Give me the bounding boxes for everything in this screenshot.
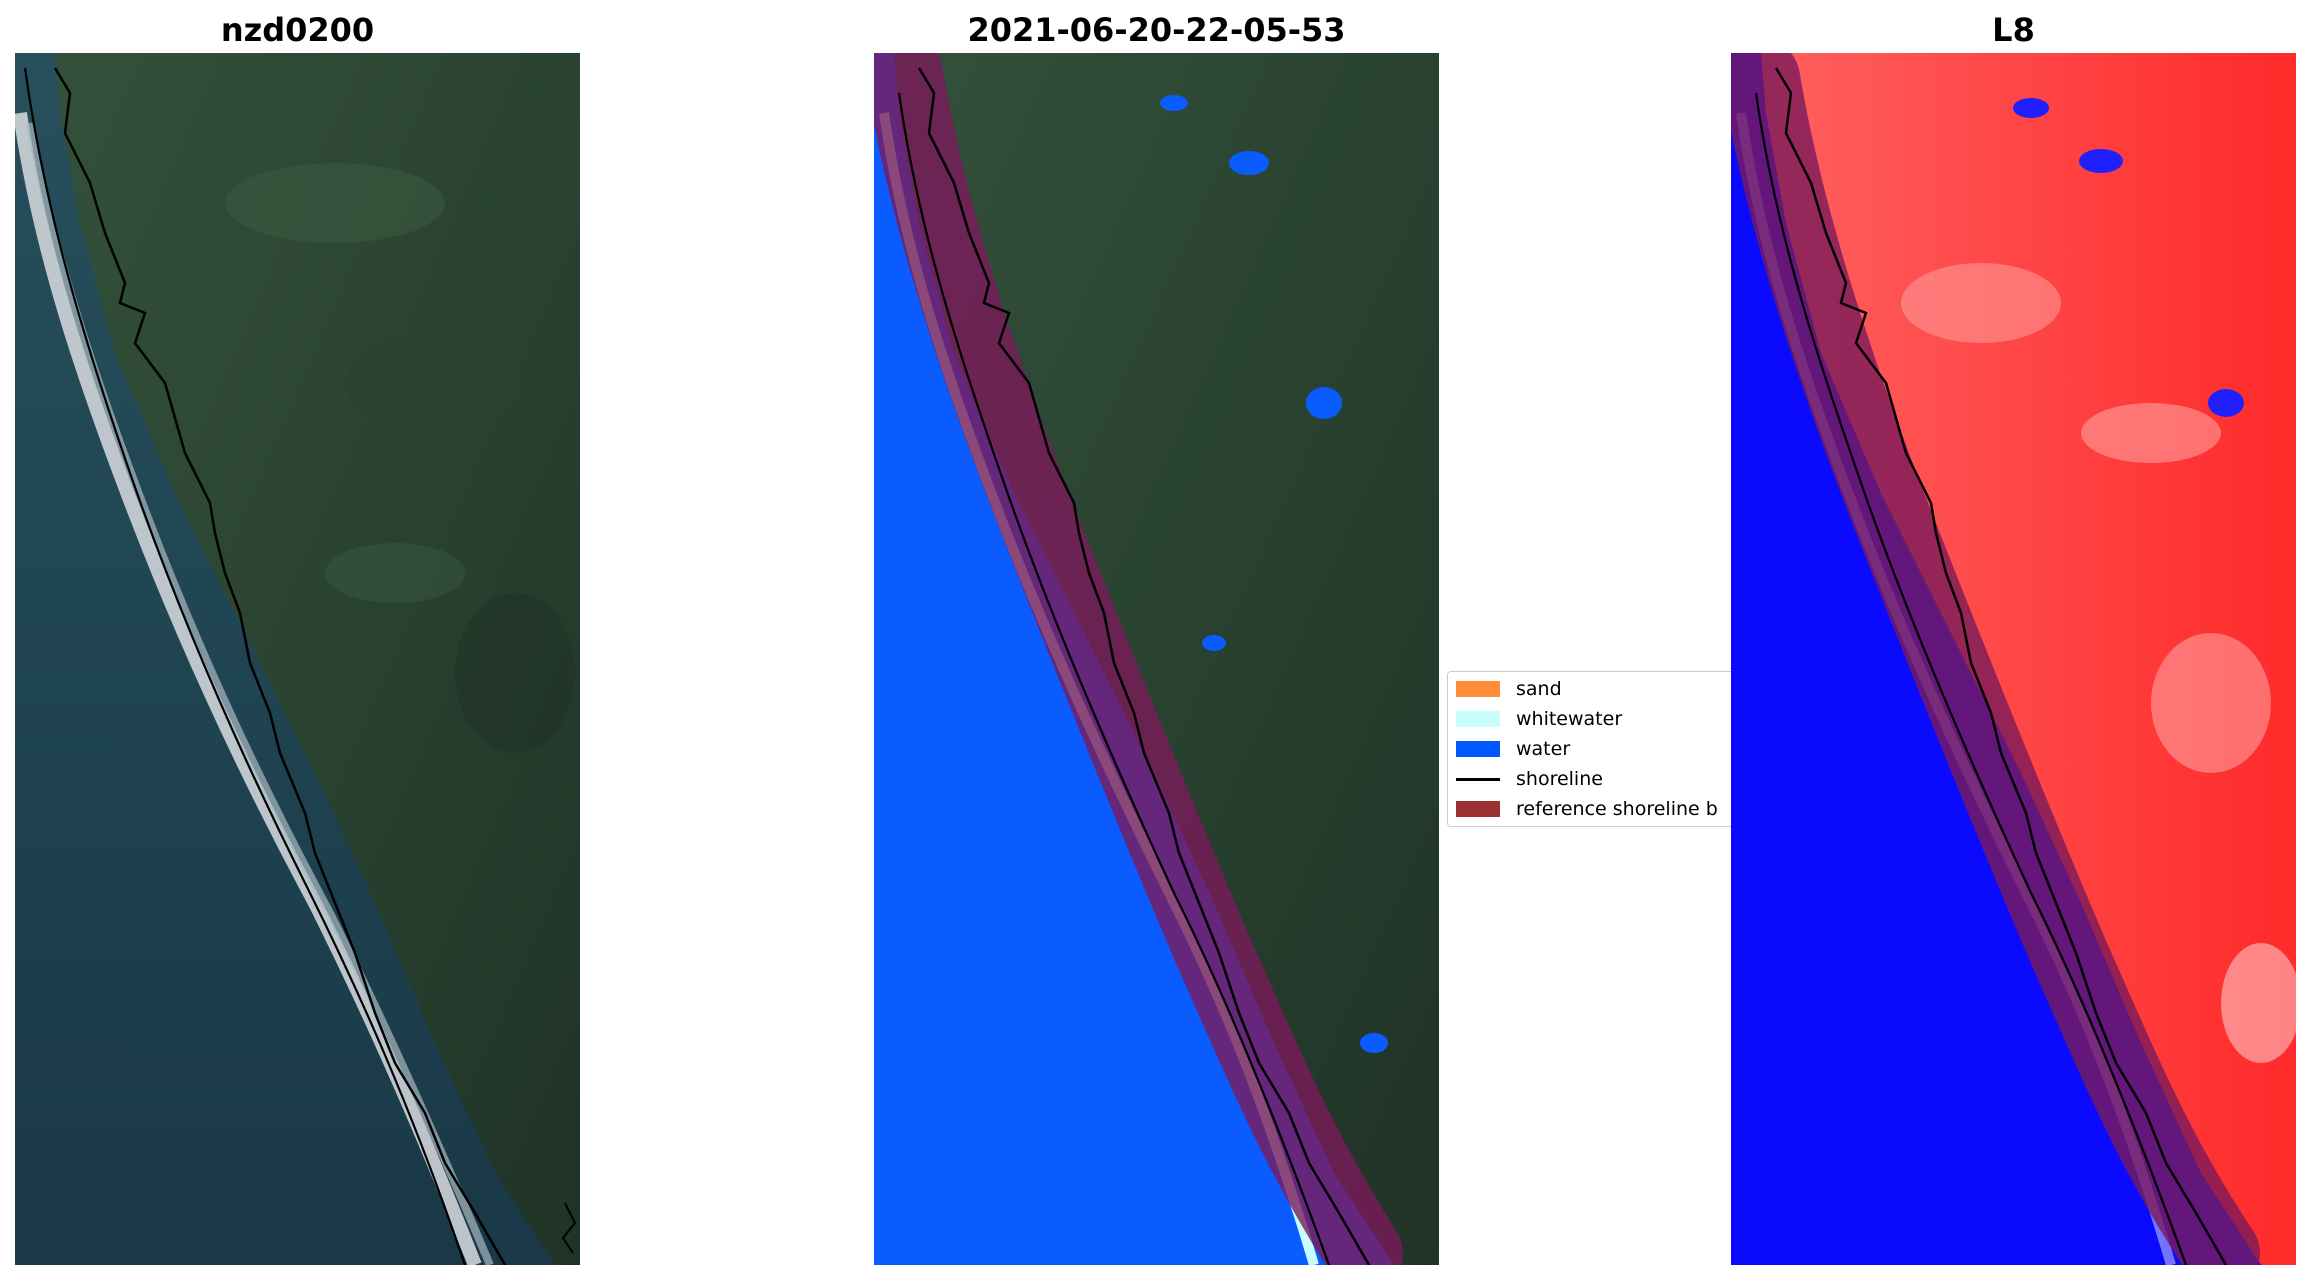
panel-title-2: 2021-06-20-22-05-53 [967, 11, 1346, 49]
classified-image-panel [874, 53, 1439, 1265]
legend: sand whitewater water shoreline referenc… [1447, 671, 1757, 827]
rgb-image-panel [15, 53, 580, 1265]
legend-item-shoreline: shoreline [1456, 765, 1603, 793]
legend-item-sand: sand [1456, 675, 1562, 703]
legend-item-reference-shoreline: reference shoreline b [1456, 795, 1718, 823]
legend-item-water: water [1456, 735, 1570, 763]
shoreline [53, 67, 507, 1265]
rgb-image [15, 53, 580, 1265]
reference-buffer-index [1731, 53, 2260, 1265]
classified-image [874, 53, 1439, 1265]
index-image-panel [1731, 53, 2296, 1265]
shoreline-index [1774, 67, 2228, 1265]
shoreline-classified [917, 67, 1371, 1265]
panel-title-3: L8 [1992, 11, 2035, 49]
legend-item-whitewater: whitewater [1456, 705, 1622, 733]
index-image [1731, 53, 2296, 1265]
panel-title-1: nzd0200 [220, 11, 375, 49]
